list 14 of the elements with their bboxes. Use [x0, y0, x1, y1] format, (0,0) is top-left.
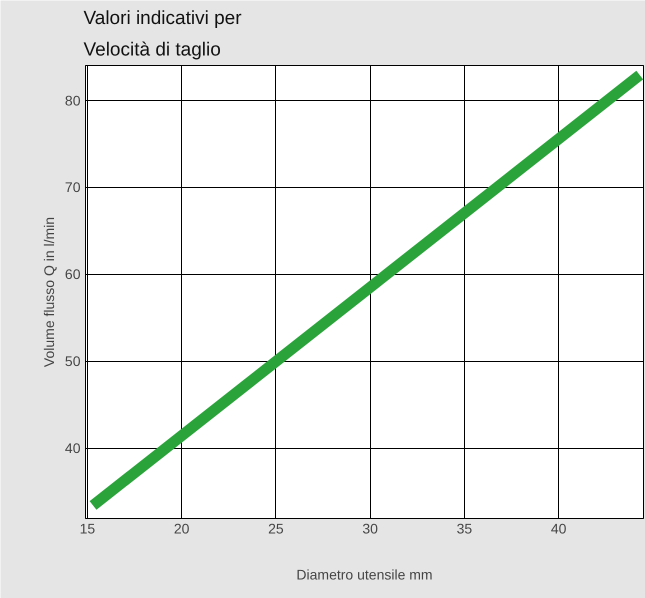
x-tick-label: 20	[174, 520, 190, 536]
x-tick-label: 30	[362, 520, 378, 536]
y-axis-title: Volume flusso Q in l/min	[40, 216, 57, 368]
x-tick-label: 35	[456, 520, 472, 536]
y-tick-label: 80	[64, 92, 81, 108]
y-tick-label: 50	[64, 353, 81, 370]
x-tick-label: 15	[80, 520, 96, 536]
y-tick-label: 70	[64, 179, 81, 196]
x-tick-label: 40	[550, 520, 567, 536]
x-axis-title: Diametro utensile mm	[296, 566, 433, 582]
x-tick-label: 25	[268, 520, 284, 536]
y-tick-label: 40	[64, 440, 81, 456]
y-tick-label: 60	[64, 266, 81, 282]
chart-title: Valori indicativi per Velocità di taglio	[84, 8, 242, 60]
